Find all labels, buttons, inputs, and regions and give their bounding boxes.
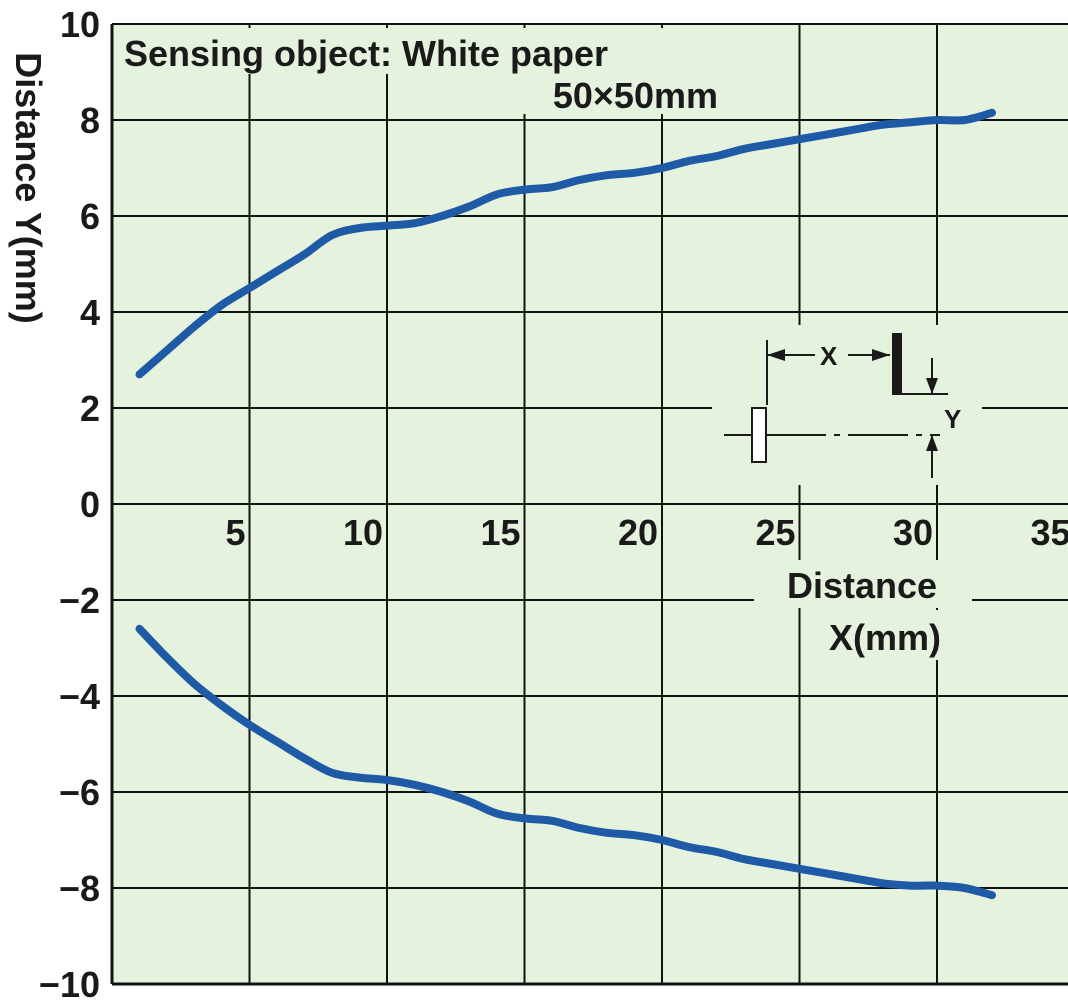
annotation-line-1: Sensing object: White paper [124, 33, 608, 74]
x-tick-label-background [484, 510, 523, 550]
y-tick-label: 0 [80, 484, 100, 525]
arrow-left-icon [767, 349, 785, 361]
x-tick-label-background [622, 510, 660, 550]
y-tick-label: −4 [59, 676, 100, 717]
y-tick-label: −8 [59, 868, 100, 909]
x-tick-label-background [347, 510, 385, 550]
x-axis-title-background [808, 610, 958, 660]
y-tick-label: 8 [80, 100, 100, 141]
diagram-y-label: Y [944, 404, 961, 434]
x-tick-label: 5 [225, 512, 245, 553]
series-line [135, 108, 996, 379]
annotation-background [495, 74, 728, 114]
annotation: Sensing object: White paper 50×50mm [118, 28, 728, 116]
x-axis-title-line-2: X(mm) [829, 617, 941, 658]
measurement-diagram: X Y [712, 325, 982, 485]
x-axis-title-background [754, 560, 972, 608]
y-tick-label: −10 [39, 964, 100, 1001]
x-tick-label: 10 [343, 512, 383, 553]
y-tick-label: 10 [60, 4, 100, 45]
x-tick-label: 20 [618, 512, 658, 553]
y-tick-label: −2 [59, 580, 100, 621]
annotation-background [118, 28, 728, 74]
x-tick-label-background [209, 510, 248, 550]
arrow-down-icon [926, 378, 938, 394]
x-tick-label-background [1034, 510, 1068, 550]
x-tick-label-background [897, 510, 935, 550]
y-tick-label: 4 [80, 292, 100, 333]
sensor-icon [751, 407, 767, 463]
target-object-icon [892, 333, 902, 395]
series-line [135, 624, 996, 900]
y-tick-label: −6 [59, 772, 100, 813]
annotation-line-2: 50×50mm [553, 75, 718, 116]
diagram-x-label: X [820, 341, 838, 371]
y-tick-label: 2 [80, 388, 100, 429]
x-tick-label: 25 [755, 512, 795, 553]
x-tick-label: 15 [480, 512, 520, 553]
arrow-right-icon [872, 349, 890, 361]
y-axis-title: Distance Y(mm) [8, 52, 49, 323]
x-axis-title-line-1: Distance [787, 565, 937, 606]
x-axis-title: Distance X(mm) [754, 560, 972, 660]
y-tick-label: 6 [80, 196, 100, 237]
x-tick-label: 30 [893, 512, 933, 553]
x-tick-label-background [759, 510, 798, 550]
x-tick-label: 35 [1030, 512, 1068, 553]
arrow-up-icon [926, 435, 938, 451]
data-series [135, 108, 996, 900]
